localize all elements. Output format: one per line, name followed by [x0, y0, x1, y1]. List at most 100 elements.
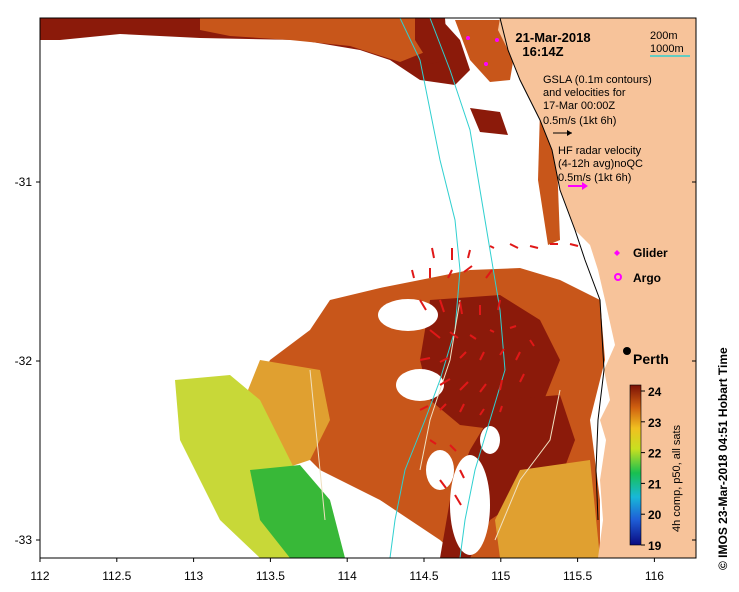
radar-arrow	[411, 269, 415, 279]
radar-arrow	[439, 299, 445, 313]
radar-arrow	[419, 405, 429, 411]
radar-arrow	[454, 494, 462, 506]
radar-arrow	[439, 378, 451, 386]
colorbar-tick-label: 22	[648, 447, 662, 461]
radar-arrow	[499, 348, 505, 356]
colorbar-tick-label: 24	[648, 385, 662, 399]
radar-arrow	[479, 383, 487, 393]
radar-arrow	[429, 439, 437, 445]
radar-arrow	[479, 408, 485, 416]
glider-label: Glider	[633, 246, 668, 260]
hf-note-line2: (4-12h avg)noQC	[558, 158, 643, 170]
credit-text: © IMOS 23-Mar-2018 04:51 Hobart Time	[716, 347, 730, 570]
radar-arrow	[447, 269, 453, 279]
x-tick-label: 114.5	[409, 569, 438, 583]
y-tick-label: -31	[15, 175, 33, 189]
radar-arrow	[569, 243, 579, 247]
contour-1000m-west	[389, 18, 461, 558]
hf-radar-velocity-field	[411, 243, 579, 506]
radar-arrow	[459, 469, 465, 479]
radar-arrow	[429, 329, 441, 339]
gsla-contour	[309, 369, 326, 521]
radar-arrow	[529, 245, 539, 249]
radar-arrow	[463, 265, 473, 273]
radar-arrow	[439, 479, 447, 489]
sst-patch-ne-blob	[470, 108, 508, 135]
colorbar-tick-label: 23	[648, 416, 662, 430]
y-axis: -31 -32 -33	[15, 175, 696, 547]
radar-arrow	[489, 245, 495, 249]
colorbar-tick-label: 19	[648, 539, 662, 553]
cloud-gap	[378, 299, 438, 331]
y-tick-label: -33	[15, 533, 33, 547]
argo-icon	[614, 273, 622, 281]
radar-arrow	[419, 299, 427, 311]
radar-arrow	[467, 249, 471, 259]
x-tick-label: 113.5	[256, 569, 285, 583]
contour-1000m-east	[429, 18, 506, 558]
gsla-contour	[494, 389, 561, 541]
x-axis: 112 112.5 113 113.5 114 114.5 115 115.5 116	[30, 558, 664, 583]
map-time: 16:14Z	[522, 44, 563, 59]
gsla-note-line2: and velocities for	[543, 87, 626, 99]
radar-arrow	[485, 269, 493, 279]
land-mass	[498, 18, 696, 558]
radar-arrow	[469, 334, 477, 340]
y-tick-label: -32	[15, 354, 33, 368]
x-tick-label: 115	[491, 569, 510, 583]
radar-arrow	[419, 357, 431, 361]
hf-note-line1: HF radar velocity	[558, 145, 642, 157]
radar-arrow	[499, 379, 503, 391]
radar-arrow	[479, 351, 485, 361]
glider-track	[466, 36, 499, 66]
x-tick-label: 112	[30, 569, 49, 583]
map-date: 21-Mar-2018	[515, 30, 590, 45]
radar-arrow	[459, 301, 463, 315]
colorbar-tick-label: 20	[648, 508, 662, 522]
contour-200m	[499, 18, 605, 521]
radar-arrow	[497, 299, 501, 311]
x-tick-label: 116	[645, 569, 664, 583]
x-tick-label: 115.5	[563, 569, 592, 583]
radar-arrow	[515, 351, 521, 361]
perth-label: Perth	[633, 351, 669, 367]
radar-arrow	[529, 339, 535, 347]
hf-scale-arrowhead	[582, 182, 588, 190]
x-tick-label: 112.5	[102, 569, 131, 583]
cloud-gap	[426, 450, 454, 490]
x-tick-label: 114	[338, 569, 357, 583]
radar-arrow	[459, 351, 467, 359]
radar-arrow	[509, 243, 519, 249]
colorbar-label: 4h comp, p50, all sats	[671, 424, 683, 532]
gsla-note-line3: 17-Mar 00:00Z	[543, 100, 615, 112]
radar-arrow	[431, 247, 435, 259]
colorbar-ticks: 24 23 22 21 20 19	[641, 385, 662, 553]
cloud-gap	[450, 455, 490, 555]
radar-arrow	[489, 329, 495, 333]
contour-1000m-label: 1000m	[650, 43, 684, 55]
gsla-scale-arrowhead	[567, 130, 572, 136]
x-tick-label: 113	[184, 569, 203, 583]
argo-label: Argo	[633, 271, 661, 285]
colorbar	[629, 384, 642, 546]
cloud-gap	[480, 426, 500, 454]
plot-frame	[39, 17, 697, 559]
radar-arrow	[459, 403, 465, 413]
radar-arrow	[509, 325, 517, 329]
radar-arrow	[439, 357, 449, 363]
sst-patch-north-band	[200, 18, 430, 62]
contour-200m-label: 200m	[650, 30, 678, 42]
colorbar-tick-label: 21	[648, 477, 662, 491]
radar-arrow	[459, 381, 469, 391]
perth-marker	[623, 347, 631, 355]
gsla-contour	[419, 299, 461, 471]
cloud-gaps	[378, 299, 500, 555]
sst-patch-coast-north	[415, 18, 448, 64]
sst-patch-green	[250, 465, 345, 558]
glider-icon	[614, 250, 620, 256]
gsla-note-line1: GSLA (0.1m contours)	[543, 74, 652, 86]
radar-arrow	[499, 405, 503, 413]
radar-arrow	[449, 444, 457, 452]
sst-patch-southeast	[495, 460, 600, 558]
